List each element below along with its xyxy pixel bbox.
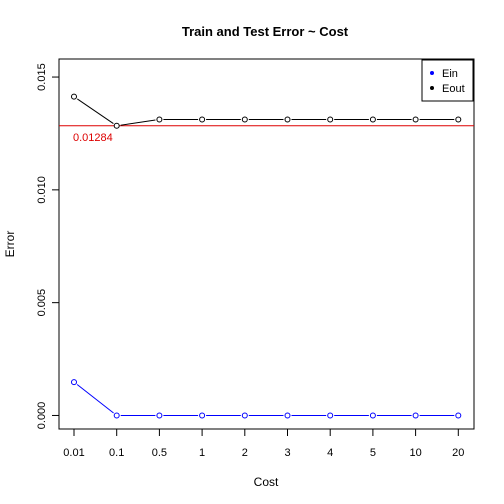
- series-ein: [71, 379, 462, 419]
- x-tick-label: 0.1: [109, 447, 124, 459]
- legend-label-ein: Ein: [442, 68, 458, 80]
- data-point: [284, 412, 291, 419]
- x-tick-label: 1: [199, 447, 205, 459]
- reference-line-group: 0.01284: [59, 125, 474, 144]
- data-point: [113, 122, 120, 129]
- x-axis: 0.01 0.1 0.5 1 2 3 4 5 10 20: [63, 429, 464, 459]
- x-tick-label: 20: [452, 447, 464, 459]
- y-axis: 0.000 0.005 0.010 0.015: [36, 63, 59, 429]
- chart-title: Train and Test Error ~ Cost: [182, 24, 349, 39]
- data-point: [412, 116, 419, 123]
- data-point: [156, 412, 163, 419]
- data-point: [113, 412, 120, 419]
- x-tick-label: 0.01: [63, 447, 84, 459]
- y-tick-label: 0.005: [36, 289, 48, 317]
- y-tick-label: 0.000: [36, 402, 48, 430]
- series-line-segment: [120, 119, 156, 126]
- data-point: [71, 93, 77, 100]
- data-point: [156, 116, 163, 123]
- data-point: [455, 116, 462, 123]
- x-tick-label: 10: [409, 447, 421, 459]
- data-point: [199, 412, 206, 419]
- data-point: [327, 412, 334, 419]
- x-axis-label: Cost: [254, 475, 279, 489]
- data-point: [369, 116, 376, 123]
- y-tick-label: 0.010: [36, 176, 48, 204]
- legend-marker-ein: [430, 71, 434, 75]
- legend-marker-eout: [430, 86, 434, 90]
- data-point: [71, 379, 77, 386]
- data-point: [199, 116, 206, 123]
- reference-line-label: 0.01284: [73, 132, 113, 144]
- data-point: [241, 412, 248, 419]
- series-eout: [71, 93, 462, 129]
- data-point: [241, 116, 248, 123]
- series-line-segment: [76, 384, 114, 414]
- plot-frame: [58, 58, 475, 430]
- data-point: [455, 412, 462, 419]
- series-line-segment: [77, 98, 114, 124]
- y-tick-label: 0.015: [36, 63, 48, 91]
- x-tick-label: 5: [370, 447, 376, 459]
- x-tick-label: 0.5: [152, 447, 167, 459]
- legend: Ein Eout: [421, 59, 474, 102]
- legend-box: [421, 59, 474, 102]
- x-tick-label: 4: [327, 447, 333, 459]
- x-tick-label: 3: [284, 447, 290, 459]
- data-point: [327, 116, 334, 123]
- y-axis-label: Error: [3, 231, 17, 258]
- series-group: [71, 93, 462, 419]
- data-point: [412, 412, 419, 419]
- legend-label-eout: Eout: [442, 83, 465, 95]
- data-point: [284, 116, 291, 123]
- data-point: [369, 412, 376, 419]
- x-tick-label: 2: [242, 447, 248, 459]
